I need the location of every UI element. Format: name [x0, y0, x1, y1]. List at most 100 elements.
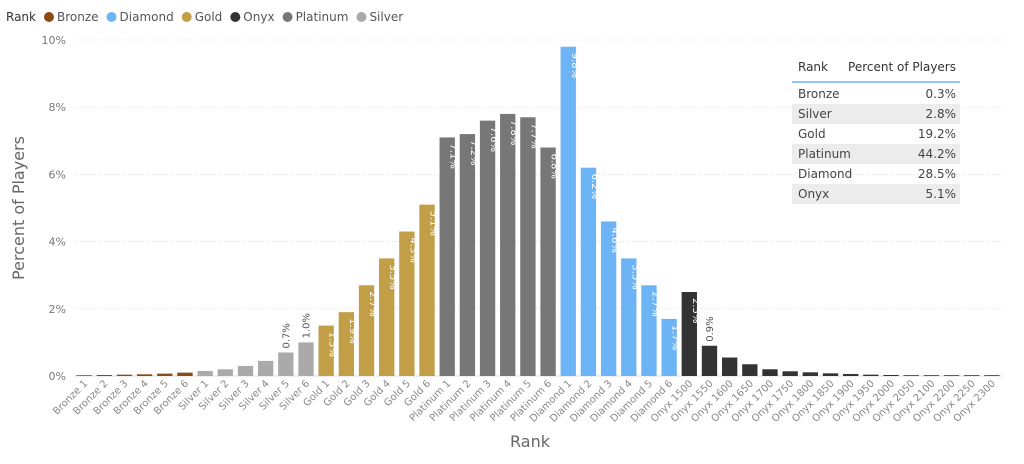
bar-rect [177, 372, 193, 376]
y-tick-label: 10% [42, 34, 66, 47]
data-label: 6.2% [589, 174, 600, 199]
legend-item-platinum[interactable]: Platinum [282, 10, 349, 24]
data-label: 2.7% [649, 291, 660, 316]
bar-onyx-2000[interactable] [883, 374, 899, 376]
bar-rect [500, 113, 516, 377]
table-cell-rank: Diamond [798, 167, 852, 181]
legend-title: Rank [6, 10, 36, 24]
bar-rect [257, 360, 274, 376]
bar-onyx-1950[interactable] [863, 374, 879, 376]
bar-bronze-4[interactable] [136, 374, 153, 376]
bar-bronze-1[interactable] [76, 375, 92, 376]
bar-platinum-5[interactable]: 7.7% [520, 117, 539, 376]
table-cell-percent: 2.8% [926, 107, 957, 121]
x-axis-label: Rank [510, 432, 551, 451]
bar-rect [76, 375, 92, 376]
bar-gold-4[interactable]: 3.5% [379, 258, 398, 376]
bar-platinum-2[interactable]: 7.2% [459, 134, 479, 376]
data-label: 7.8% [508, 120, 519, 145]
data-label: 4.6% [609, 227, 620, 252]
bar-silver-4[interactable] [257, 360, 274, 376]
data-label: 2.7% [367, 291, 378, 316]
y-tick-label: 8% [49, 101, 66, 114]
legend-item-diamond[interactable]: Diamond [106, 10, 174, 24]
bar-rect [298, 342, 314, 376]
bar-onyx-2050[interactable] [903, 375, 919, 376]
bar-diamond-1[interactable]: 9.8% [560, 46, 580, 376]
legend-item-bronze[interactable]: Bronze [43, 10, 99, 24]
legend-label: Gold [195, 10, 223, 24]
bar-silver-1[interactable] [197, 370, 213, 376]
table-cell-rank: Gold [798, 127, 826, 141]
bar-diamond-3[interactable]: 4.6% [600, 221, 620, 376]
bar-diamond-2[interactable]: 6.2% [580, 167, 600, 376]
table-row-bg [792, 144, 960, 164]
bar-bronze-5[interactable] [157, 373, 173, 376]
bar-diamond-4[interactable]: 3.5% [621, 258, 640, 376]
bar-onyx-2300[interactable] [984, 375, 1000, 376]
bar-gold-3[interactable]: 2.7% [358, 285, 378, 376]
bar-silver-5[interactable]: 0.7% [278, 323, 294, 376]
bar-gold-5[interactable]: 4.3% [399, 231, 418, 376]
bar-onyx-2100[interactable] [923, 375, 940, 376]
bar-onyx-1650[interactable] [742, 364, 758, 376]
bar-silver-2[interactable] [217, 369, 233, 376]
bar-onyx-2200[interactable] [943, 375, 960, 376]
table-row-bg [792, 104, 960, 124]
bar-onyx-1700[interactable] [762, 369, 778, 376]
bar-onyx-2250[interactable] [964, 375, 980, 376]
legend-item-onyx[interactable]: Onyx [230, 10, 275, 24]
bar-onyx-1500[interactable]: 2.5% [681, 292, 701, 376]
bar-rect [379, 258, 395, 376]
bar-rect [943, 375, 960, 376]
bar-rect [217, 369, 233, 376]
data-label: 5.1% [428, 211, 439, 236]
bar-onyx-1600[interactable] [721, 357, 738, 376]
table-header-percent: Percent of Players [848, 60, 956, 74]
bar-rect [560, 46, 576, 376]
bar-platinum-6[interactable]: 6.8% [540, 147, 560, 376]
bar-bronze-2[interactable] [96, 374, 112, 376]
bar-diamond-5[interactable]: 2.7% [641, 285, 660, 376]
data-label: 9.8% [569, 53, 580, 78]
bar-bronze-3[interactable] [116, 374, 133, 376]
bar-rect [863, 374, 879, 376]
bar-diamond-6[interactable]: 1.7% [661, 318, 681, 376]
data-label: 0.7% [281, 323, 292, 348]
bar-rect [641, 285, 657, 376]
bar-rect [984, 375, 1000, 376]
bar-onyx-1900[interactable] [843, 373, 859, 376]
bar-platinum-4[interactable]: 7.8% [500, 113, 519, 377]
data-label: 0.9% [705, 316, 716, 341]
legend-swatch [282, 12, 293, 22]
data-label: 7.6% [488, 127, 499, 152]
bar-onyx-1850[interactable] [822, 373, 839, 376]
bar-platinum-3[interactable]: 7.6% [479, 120, 499, 376]
bar-rect [822, 373, 839, 376]
bar-silver-3[interactable] [237, 365, 254, 376]
bar-silver-6[interactable]: 1.0% [298, 313, 314, 376]
bar-rect [903, 375, 919, 376]
table-row: Diamond 28.5% [798, 167, 956, 181]
data-label: 1.7% [670, 325, 681, 350]
legend-label: Onyx [243, 10, 274, 24]
bar-onyx-1550[interactable]: 0.9% [701, 316, 718, 376]
bar-gold-1[interactable]: 1.5% [318, 325, 338, 376]
bar-rect [843, 373, 859, 376]
bar-platinum-1[interactable]: 7.1% [439, 137, 459, 376]
bar-onyx-1750[interactable] [782, 371, 798, 376]
bar-rect [520, 117, 536, 376]
bar-rect [701, 345, 718, 376]
legend-item-gold[interactable]: Gold [181, 10, 223, 24]
table-row: Silver 2.8% [792, 104, 960, 124]
bar-onyx-1800[interactable] [802, 372, 819, 376]
bar-gold-6[interactable]: 5.1% [419, 204, 439, 376]
bar-gold-2[interactable]: 1.9% [338, 312, 358, 376]
bar-rect [278, 352, 294, 376]
bar-bronze-6[interactable] [177, 372, 193, 376]
table-header: Rank Percent of Players [798, 60, 956, 74]
legend-item-silver[interactable]: Silver [356, 10, 403, 24]
table-cell-rank: Silver [798, 107, 832, 121]
